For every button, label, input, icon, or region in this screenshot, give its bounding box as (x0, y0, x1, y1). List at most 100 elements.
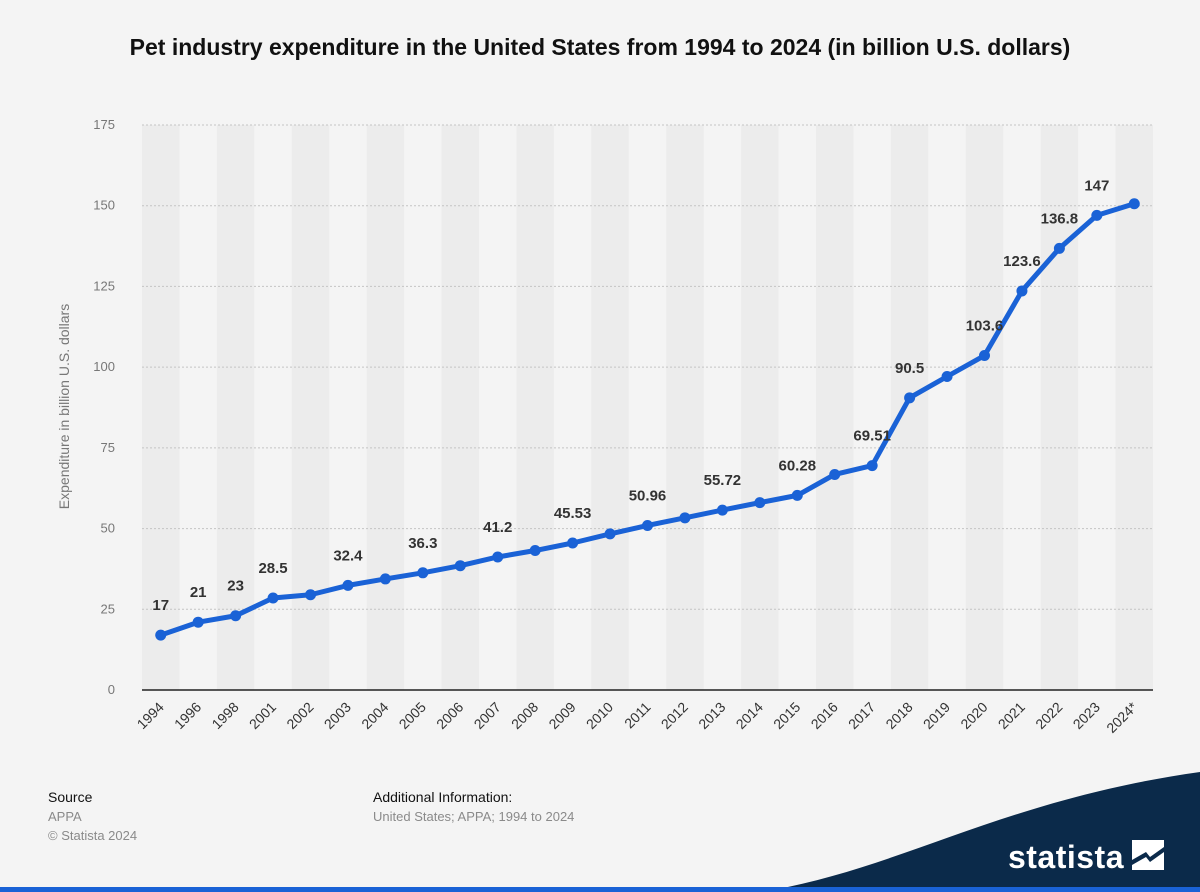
data-label: 103.6 (966, 318, 1004, 335)
data-label: 45.53 (554, 505, 592, 522)
y-tick-label: 50 (101, 521, 115, 536)
additional-info-block: Additional Information: United States; A… (373, 788, 574, 826)
x-tick-label: 2013 (695, 699, 728, 732)
x-tick-label: 2012 (658, 699, 691, 732)
data-label: 123.6 (1003, 253, 1041, 270)
data-label: 41.2 (483, 519, 512, 536)
source-block: Source APPA © Statista 2024 (48, 788, 137, 845)
data-point (904, 392, 916, 404)
data-point (1091, 209, 1103, 221)
data-label: 136.8 (1041, 210, 1079, 227)
data-point (829, 468, 841, 480)
data-label: 23 (227, 578, 244, 595)
data-label: 36.3 (408, 535, 437, 552)
x-tick-label: 2011 (621, 699, 654, 732)
x-tick-label: 2003 (321, 699, 354, 732)
data-point (754, 497, 766, 509)
data-point (716, 504, 728, 516)
column-band (890, 125, 929, 690)
data-point (230, 610, 242, 622)
column-band (591, 125, 629, 690)
column-band (666, 125, 704, 690)
data-label: 21 (190, 584, 207, 601)
statista-logo[interactable]: statista (1008, 839, 1164, 876)
x-tick-label: 1994 (133, 699, 166, 732)
data-point (791, 489, 803, 501)
column-band (291, 125, 330, 690)
x-tick-label: 2021 (995, 699, 1028, 732)
copyright-text: © Statista 2024 (48, 828, 138, 843)
data-point (1053, 242, 1065, 254)
x-tick-label: 2018 (882, 699, 915, 732)
x-tick-label: 1998 (208, 699, 241, 732)
x-tick-label: 2005 (396, 699, 429, 732)
source-heading: Source (48, 789, 93, 805)
data-point (941, 371, 953, 383)
column-band (216, 125, 255, 690)
data-point (529, 545, 541, 557)
data-point (155, 629, 167, 641)
data-point (417, 567, 429, 579)
data-point (866, 460, 878, 472)
data-label: 32.4 (333, 547, 363, 564)
x-tick-label: 2007 (470, 699, 503, 732)
data-point (1016, 285, 1028, 297)
statista-logo-icon (1132, 840, 1164, 875)
y-tick-label: 75 (101, 440, 115, 455)
x-tick-label: 2010 (583, 699, 616, 732)
x-tick-label: 2017 (845, 699, 878, 732)
x-tick-label: 2016 (807, 699, 840, 732)
x-tick-label: 2019 (920, 699, 953, 732)
data-point (979, 350, 990, 362)
column-band (965, 125, 1004, 690)
source-name: APPA (48, 809, 82, 824)
data-point (604, 528, 616, 540)
column-band (816, 125, 854, 690)
data-label: 55.72 (704, 472, 742, 489)
data-point (305, 589, 316, 601)
column-band (366, 125, 405, 690)
x-tick-label: 2022 (1032, 699, 1065, 732)
x-tick-label: 2002 (283, 699, 316, 732)
data-label: 50.96 (629, 487, 667, 504)
x-tick-label: 2004 (358, 699, 391, 732)
x-tick-label: 2008 (508, 699, 541, 732)
x-tick-label: 2015 (770, 699, 803, 732)
data-label: 28.5 (258, 560, 287, 577)
x-tick-label: 2024* (1103, 698, 1141, 736)
statista-wordmark: statista (1007, 839, 1124, 875)
y-tick-label: 150 (93, 198, 115, 213)
data-point (267, 592, 279, 604)
column-band (1115, 125, 1153, 690)
column-band (741, 125, 779, 690)
data-point (379, 573, 391, 585)
x-tick-label: 2020 (957, 699, 990, 732)
data-label: 147 (1084, 177, 1109, 194)
x-tick-label: 1996 (171, 699, 204, 732)
x-tick-label: 2006 (433, 699, 466, 732)
x-tick-label: 2001 (246, 699, 279, 732)
y-axis-title: Expenditure in billion U.S. dollars (56, 304, 72, 509)
data-point (192, 616, 204, 628)
y-tick-label: 0 (108, 682, 115, 697)
y-tick-label: 175 (93, 117, 115, 132)
data-point (567, 537, 579, 549)
additional-info-text: United States; APPA; 1994 to 2024 (373, 809, 575, 824)
column-band (142, 125, 180, 690)
x-tick-label: 2023 (1070, 699, 1103, 732)
y-tick-label: 125 (93, 278, 115, 293)
data-point (1128, 198, 1140, 210)
column-band (516, 125, 554, 690)
data-label: 17 (152, 597, 169, 614)
data-label: 90.5 (895, 360, 924, 377)
x-tick-label: 2009 (545, 699, 578, 732)
x-tick-label: 2014 (733, 699, 766, 732)
data-point (454, 560, 466, 572)
y-tick-label: 25 (101, 601, 115, 616)
column-band (1040, 125, 1079, 690)
data-point (492, 551, 504, 563)
additional-info-heading: Additional Information: (373, 789, 513, 805)
column-band (441, 125, 479, 690)
data-point (679, 512, 691, 524)
